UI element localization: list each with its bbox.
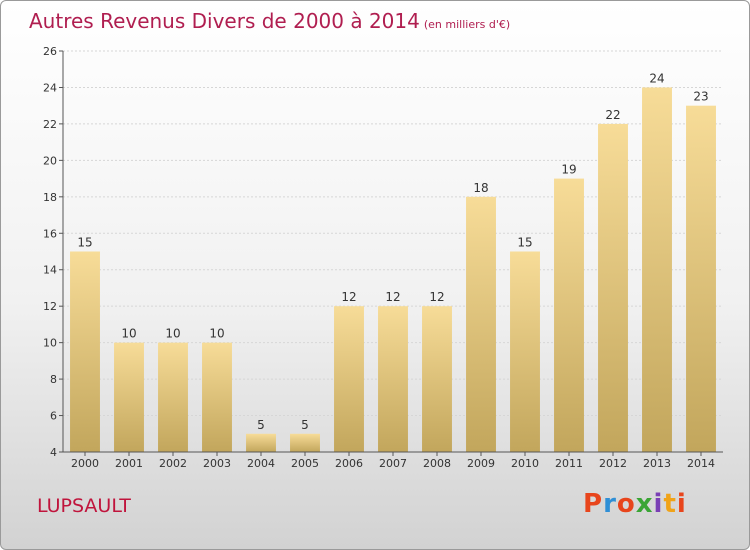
brand-letter: i — [676, 489, 687, 519]
chart-unit-label: (en milliers d'€) — [423, 18, 511, 31]
y-tick-label: 24 — [43, 81, 57, 94]
bar — [70, 251, 100, 452]
bar — [422, 306, 452, 452]
bar-value-label: 5 — [257, 418, 265, 432]
bar-value-label: 12 — [429, 290, 444, 304]
proxiti-logo: Proxiti — [583, 489, 687, 519]
x-tick-label: 2005 — [291, 457, 319, 470]
y-tick-label: 14 — [43, 264, 57, 277]
brand-letter: o — [616, 489, 636, 519]
place-name: LUPSAULT — [37, 495, 131, 517]
brand-letter: t — [663, 489, 677, 519]
chart-title-text: Autres Revenus Divers de 2000 à 2014 — [29, 9, 420, 33]
bar — [246, 433, 276, 452]
chart-title: Autres Revenus Divers de 2000 à 2014 (en … — [29, 9, 510, 33]
bar — [554, 178, 584, 452]
bar-value-label: 12 — [341, 290, 356, 304]
y-tick-label: 6 — [50, 410, 57, 423]
bar — [334, 306, 364, 452]
x-tick-label: 2006 — [335, 457, 363, 470]
x-tick-label: 2001 — [115, 457, 143, 470]
x-tick-label: 2014 — [687, 457, 715, 470]
bar-value-label: 10 — [209, 327, 224, 341]
y-tick-label: 4 — [50, 446, 57, 459]
brand-letter: r — [603, 489, 617, 519]
bar-value-label: 10 — [165, 327, 180, 341]
x-tick-label: 2002 — [159, 457, 187, 470]
bar — [598, 123, 628, 452]
bar-value-label: 18 — [473, 181, 488, 195]
bar — [290, 433, 320, 452]
x-tick-label: 2004 — [247, 457, 275, 470]
bar-value-label: 12 — [385, 290, 400, 304]
y-tick-label: 20 — [43, 154, 57, 167]
x-tick-label: 2003 — [203, 457, 231, 470]
x-tick-label: 2010 — [511, 457, 539, 470]
y-tick-label: 22 — [43, 118, 57, 131]
x-tick-label: 2007 — [379, 457, 407, 470]
bar — [378, 306, 408, 452]
brand-letter: x — [635, 489, 654, 519]
x-tick-label: 2000 — [71, 457, 99, 470]
bar-value-label: 15 — [517, 236, 532, 250]
bar — [202, 342, 232, 452]
y-tick-label: 8 — [50, 373, 57, 386]
brand-letter: i — [653, 489, 664, 519]
bar — [510, 251, 540, 452]
y-tick-label: 16 — [43, 227, 57, 240]
x-tick-label: 2008 — [423, 457, 451, 470]
bar-value-label: 5 — [301, 418, 309, 432]
bar — [642, 87, 672, 453]
x-tick-label: 2009 — [467, 457, 495, 470]
x-tick-label: 2011 — [555, 457, 583, 470]
brand-letter: P — [583, 489, 604, 519]
y-tick-label: 12 — [43, 300, 57, 313]
bar-value-label: 15 — [77, 236, 92, 250]
bar-value-label: 23 — [693, 90, 708, 104]
x-tick-label: 2013 — [643, 457, 671, 470]
bar — [686, 105, 716, 452]
bar-value-label: 22 — [605, 108, 620, 122]
y-tick-label: 18 — [43, 191, 57, 204]
bar-value-label: 19 — [561, 163, 576, 177]
y-tick-label: 26 — [43, 45, 57, 58]
bar-value-label: 24 — [649, 71, 664, 85]
bar — [466, 196, 496, 452]
x-tick-label: 2012 — [599, 457, 627, 470]
bar — [114, 342, 144, 452]
bar-value-label: 10 — [121, 327, 136, 341]
y-tick-label: 10 — [43, 337, 57, 350]
bar — [158, 342, 188, 452]
